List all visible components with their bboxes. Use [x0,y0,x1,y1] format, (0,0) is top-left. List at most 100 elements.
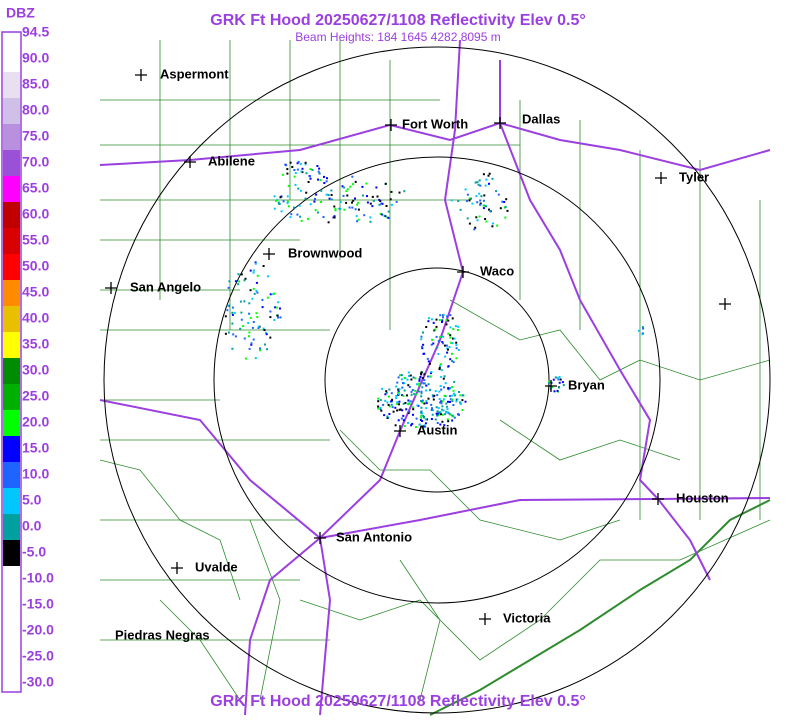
echo-pixel [473,228,476,231]
legend-label: 65.0 [22,180,49,196]
legend-swatch [3,540,20,566]
echo-pixel [441,420,444,423]
echo-pixel [461,409,464,411]
city-marker [652,493,664,505]
legend-label: -5.0 [22,544,46,560]
city-label: Piedras Negras [115,627,210,642]
city-label: Houston [676,490,729,505]
echo-pixel [380,213,383,216]
echo-pixel [249,289,252,292]
echo-pixel [558,386,561,389]
echo-pixel [248,331,251,334]
echo-pixel [430,372,432,375]
echo-pixel [447,387,450,389]
echo-pixel [263,329,266,332]
legend-swatch [3,670,20,696]
echo-pixel [403,382,406,385]
echo-pixel [561,381,564,384]
echo-pixel [255,281,258,284]
echo-pixel [451,386,454,389]
echo-pixel [330,194,333,196]
echo-pixel [327,194,330,196]
echo-pixel [474,226,477,229]
city-marker [314,532,326,544]
echo-pixel [369,220,372,223]
echo-pixel [476,219,479,222]
echo-pixel [398,191,401,194]
echo-pixel [376,195,379,198]
echo-pixel [296,213,299,216]
echo-pixel [379,200,382,202]
echo-pixel [254,262,257,265]
echo-pixel [341,185,344,188]
echo-pixel [380,409,383,412]
legend-label: 60.0 [22,206,49,222]
legend-swatch [3,150,20,176]
echo-pixel [443,424,446,427]
echo-pixel [419,376,422,378]
echo-pixel [491,177,494,180]
echo-pixel [234,335,237,338]
legend-label: 75.0 [22,128,49,144]
echo-pixel [449,326,452,329]
echo-pixel [233,311,236,314]
echo-pixel [352,183,354,186]
echo-pixel [638,329,640,332]
echo-pixel [452,337,454,340]
echo-pixel [228,280,231,283]
echo-pixel [459,394,462,397]
echo-pixel [466,193,469,196]
echo-pixel [421,377,424,380]
echo-pixel [325,180,328,183]
echo-pixel [495,190,498,193]
echo-pixel [461,394,464,397]
echo-pixel [426,357,429,360]
echo-pixel [478,179,481,182]
echo-pixel [402,402,405,405]
echo-pixel [456,329,459,331]
echo-pixel [420,411,422,414]
echo-pixel [425,400,428,402]
echo-pixel [446,315,449,318]
echo-pixel [352,199,355,202]
echo-pixel [435,335,438,338]
echo-pixel [407,399,410,402]
echo-pixel [414,377,417,380]
echo-pixel [505,198,508,201]
echo-pixel [265,331,267,334]
echo-pixel [286,195,289,198]
echo-pixel [478,192,481,195]
echo-pixel [480,195,483,198]
echo-pixel [382,403,385,406]
legend-swatch [3,306,20,332]
echo-pixel [454,325,457,328]
echo-pixel [418,390,420,393]
echo-pixel [425,389,428,392]
echo-pixel [451,342,454,345]
echo-pixel [421,347,424,350]
echo-pixel [443,375,446,378]
legend-swatch [3,644,20,670]
echo-pixel [349,185,352,188]
echo-pixel [294,172,297,174]
echo-pixel [276,314,279,317]
echo-pixel [440,375,443,378]
legend-swatch [3,72,20,98]
echo-pixel [418,378,421,381]
echo-pixel [455,357,458,360]
echo-pixel [227,286,230,289]
echo-pixel [227,331,230,334]
echo-pixel [439,411,442,414]
echo-pixel [423,402,426,405]
echo-pixel [351,201,353,204]
echo-pixel [388,395,390,398]
legend-swatch [3,332,20,358]
echo-pixel [438,368,441,371]
echo-pixel [425,384,428,387]
echo-pixel [281,173,284,176]
echo-pixel [456,398,459,401]
echo-pixel [256,274,259,277]
echo-pixel [333,205,336,208]
echo-pixel [414,389,417,392]
echo-pixel [443,398,445,401]
